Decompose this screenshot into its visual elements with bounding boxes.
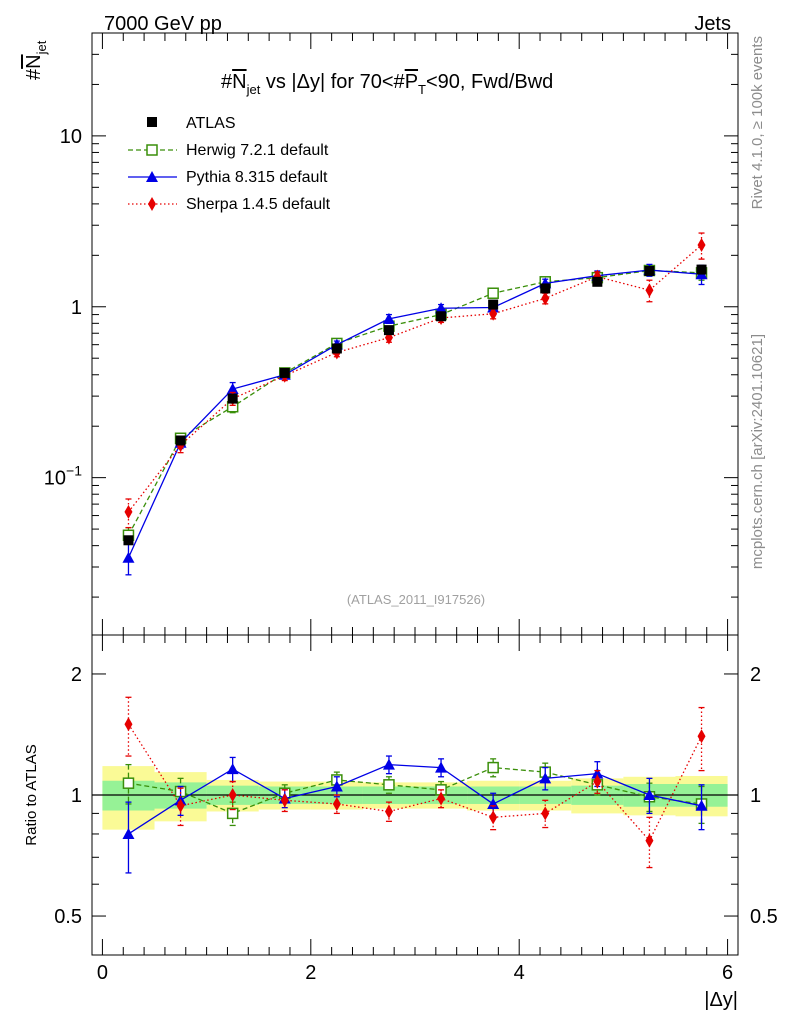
point-herwig [122,777,135,789]
point-sherpa [489,810,498,825]
point-sherpa [697,237,706,252]
point-sherpa [280,793,289,808]
legend-marker-pythia [146,171,158,182]
xtick-label: 6 [722,962,733,984]
point-pythia [122,551,135,563]
point-sherpa [124,504,133,519]
point-sherpa [384,804,393,819]
point-pythia [695,799,708,811]
point-pythia [435,302,448,314]
bot-ytick-label: 1 [71,785,82,807]
series-pythia [122,755,708,874]
header-right: Jets [694,13,731,35]
point-atlas [175,435,186,446]
point-sherpa [124,717,133,732]
point-atlas [696,264,707,275]
xtick-label: 2 [305,962,316,984]
point-atlas [540,283,551,294]
point-sherpa [645,833,654,848]
point-herwig [383,779,395,791]
xtick-label: 0 [97,962,108,984]
point-pythia [226,763,239,775]
point-atlas [123,535,134,546]
legend-label-sherpa: Sherpa 1.4.5 default [186,196,331,213]
point-atlas [488,299,499,310]
legend-entry-atlas: ATLAS [147,115,236,132]
xtick-label: 4 [514,962,525,984]
mcplots-label: mcplots.cern.ch [arXiv:2401.10621] [749,334,766,569]
point-sherpa [489,306,498,321]
point-pythia [330,780,343,792]
chart-title: #Njet vs |Δy| for 70<#PT<90, Fwd/Bwd [221,71,553,97]
series-pythia [122,263,708,576]
top-ytick-label: 10−1 [44,463,82,490]
point-sherpa [541,291,550,306]
point-atlas [383,325,394,336]
point-pythia [122,827,135,839]
point-pythia [382,758,395,770]
legend-marker-herwig [146,144,158,156]
bot-ytick-label-right: 2 [750,664,761,686]
series-sherpa [124,232,706,529]
point-sherpa [541,806,550,821]
point-sherpa [332,796,341,811]
series-line-herwig [127,269,702,536]
point-sherpa [593,774,602,789]
point-atlas [331,343,342,354]
series-line-sherpa [127,723,703,842]
point-herwig [487,761,499,774]
point-pythia [539,772,552,784]
series-sherpa [124,696,706,869]
point-pythia [643,789,656,800]
legend-entry-pythia: Pythia 8.315 default [128,169,328,186]
x-axis-label: |Δy| [704,989,738,1011]
point-herwig [226,807,239,820]
point-atlas [592,276,603,287]
point-sherpa [228,788,237,802]
series-line-sherpa [127,244,702,513]
point-sherpa [645,283,654,298]
point-sherpa [437,791,446,806]
top-ytick-label: 1 [71,297,82,319]
top-ylabel: #Njet [23,40,49,80]
point-atlas [436,311,447,322]
header-left: 7000 GeV pp [104,13,222,35]
bot-ytick-label: 2 [71,664,82,686]
watermark: (ATLAS_2011_I917526) [347,592,485,607]
point-sherpa [697,729,706,744]
legend-entry-sherpa: Sherpa 1.4.5 default [128,196,331,213]
legend-marker-atlas [147,117,157,127]
svg-text:#Njet: #Njet [23,40,49,80]
top-ytick-label: 10 [60,126,82,148]
series-atlas [123,264,707,546]
bot-ytick-label-right: 1 [750,785,761,807]
legend-entry-herwig: Herwig 7.2.1 default [128,142,329,159]
point-pythia [435,761,448,773]
bottom-ylabel: Ratio to ATLAS [23,744,40,845]
point-sherpa [176,798,185,813]
series-line-pythia [128,763,702,835]
series-line-herwig [128,766,702,815]
bottom-panel: 2 2 1 1 0.5 0.5 0 2 4 6 [54,634,778,984]
point-atlas [644,265,655,276]
point-atlas [227,393,238,404]
rivet-label: Rivet 4.1.0, ≥ 100k events [749,36,766,209]
point-herwig [487,287,499,299]
point-atlas [279,367,290,378]
series-herwig [122,264,708,545]
bot-ytick-label: 0.5 [54,906,82,928]
legend-label-herwig: Herwig 7.2.1 default [186,142,329,159]
top-panel: 10 1 10−1 [44,32,739,636]
bot-ytick-label-right: 0.5 [750,906,778,928]
point-pythia [382,312,395,324]
legend: ATLAS Herwig 7.2.1 default Pythia 8.315 … [128,115,331,213]
legend-label-pythia: Pythia 8.315 default [186,169,328,186]
legend-label-atlas: ATLAS [186,115,236,132]
point-pythia [591,767,604,779]
legend-marker-sherpa [148,197,156,211]
point-pythia [226,383,239,395]
series-line-pythia [127,269,702,558]
